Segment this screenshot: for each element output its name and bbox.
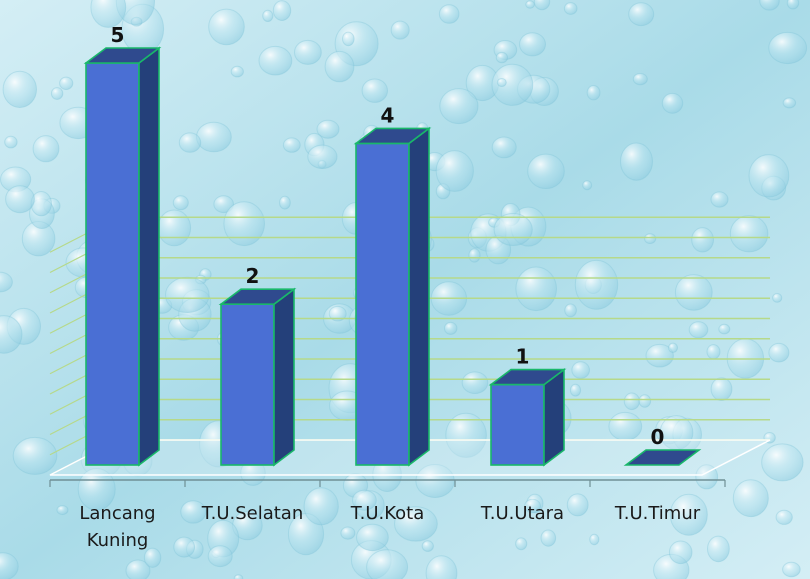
- bar-front: [85, 62, 140, 466]
- x-tick-label: T.U.Utara: [480, 503, 564, 524]
- bar-top: [83, 47, 162, 64]
- bar-4: 1: [488, 345, 567, 467]
- x-tick-label-line: Kuning: [87, 530, 149, 551]
- x-tick-label: T.U.Kota: [350, 503, 425, 524]
- bar-front: [355, 142, 410, 466]
- x-tick-label-line: Lancang: [79, 503, 155, 524]
- bar-top: [218, 288, 297, 306]
- bar-3: 4: [353, 103, 432, 467]
- data-label: 1: [516, 345, 530, 369]
- bar-side: [138, 46, 160, 467]
- bar-1: 5: [83, 23, 162, 467]
- bar-top: [353, 127, 432, 145]
- x-axis-labels: Lancang Kuning T.U.Selatan T.U.Kota T.U.Utar…: [79, 503, 700, 551]
- bar-front: [490, 383, 545, 466]
- data-label: 2: [246, 264, 260, 288]
- x-tick-label-line: T.U.Selatan: [201, 503, 304, 524]
- data-label: 0: [651, 425, 665, 449]
- bar-top: [623, 449, 702, 466]
- x-tick-label: Lancang Kuning: [79, 503, 155, 551]
- data-label: 4: [381, 103, 395, 127]
- bar-side: [408, 126, 430, 467]
- bar-top: [488, 368, 567, 386]
- bar-side: [543, 368, 565, 467]
- x-tick-label: T.U.Selatan: [201, 503, 304, 524]
- x-tick-label-line: T.U.Timur: [614, 503, 701, 524]
- bar-2: 2: [218, 264, 297, 467]
- x-tick-label-line: T.U.Utara: [480, 503, 564, 524]
- x-tick-label: T.U.Timur: [614, 503, 701, 524]
- bar-side: [273, 287, 295, 467]
- bar-front: [220, 303, 275, 466]
- data-label: 5: [111, 23, 125, 47]
- bar-5: 0: [623, 425, 702, 466]
- x-tick-label-line: T.U.Kota: [350, 503, 425, 524]
